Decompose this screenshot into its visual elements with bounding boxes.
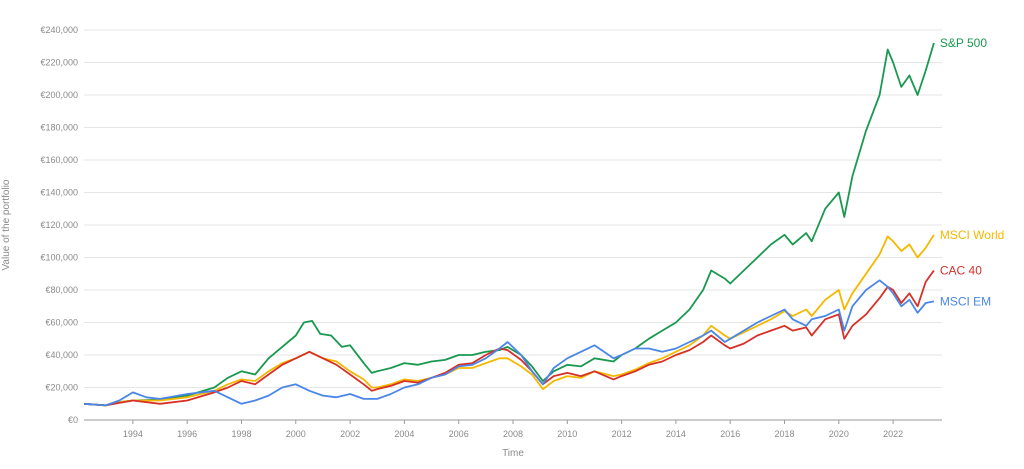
series-label-msci-em: MSCI EM <box>940 294 991 308</box>
x-tick-label: 2000 <box>286 429 306 439</box>
x-tick-label: 2014 <box>666 429 686 439</box>
y-tick-label: €180,000 <box>40 123 78 133</box>
x-tick-label: 2018 <box>775 429 795 439</box>
x-tick-label: 2022 <box>883 429 903 439</box>
y-tick-label: €80,000 <box>45 285 78 295</box>
y-tick-label: €20,000 <box>45 383 78 393</box>
x-tick-label: 2010 <box>557 429 577 439</box>
y-tick-label: €120,000 <box>40 220 78 230</box>
series-line-msci-em <box>83 279 935 407</box>
y-axis-title: Value of the portfolio <box>1 179 12 270</box>
y-tick-label: €140,000 <box>40 188 78 198</box>
y-tick-label: €100,000 <box>40 253 78 263</box>
x-tick-label: 2006 <box>449 429 469 439</box>
y-tick-label: €160,000 <box>40 155 78 165</box>
y-tick-label: €40,000 <box>45 350 78 360</box>
x-tick-label: 1994 <box>123 429 143 439</box>
series-label-cac-40: CAC 40 <box>940 264 982 278</box>
x-tick-label: 2002 <box>340 429 360 439</box>
y-tick-label: €0 <box>68 415 78 425</box>
x-tick-label: 2008 <box>503 429 523 439</box>
gridlines <box>84 29 942 421</box>
x-tick-label: 2016 <box>720 429 740 439</box>
x-axis-tick-labels: 1994 1996 1998 2000 2002 2004 2006 2008 2010 2012… <box>123 420 903 439</box>
y-axis-tick-labels: €0 €20,000 €40,000 €60,000 €80,000 €100,000 €1… <box>40 25 78 425</box>
series-label-msci-world: MSCI World <box>940 228 1004 242</box>
series-labels: S&P 500 MSCI World CAC 40 MSCI EM <box>940 36 1004 308</box>
series-label-s-p-500: S&P 500 <box>940 36 987 50</box>
x-tick-label: 1998 <box>231 429 251 439</box>
x-axis-title: Time <box>502 448 524 459</box>
x-tick-label: 2012 <box>612 429 632 439</box>
y-tick-label: €240,000 <box>40 25 78 35</box>
series-line-msci-world <box>83 234 935 407</box>
y-tick-label: €220,000 <box>40 58 78 68</box>
x-tick-label: 1996 <box>177 429 197 439</box>
y-tick-label: €60,000 <box>45 318 78 328</box>
series-lines <box>83 42 935 407</box>
x-tick-label: 2020 <box>829 429 849 439</box>
y-tick-label: €200,000 <box>40 90 78 100</box>
series-line-cac-40 <box>83 269 935 407</box>
x-tick-label: 2004 <box>394 429 414 439</box>
